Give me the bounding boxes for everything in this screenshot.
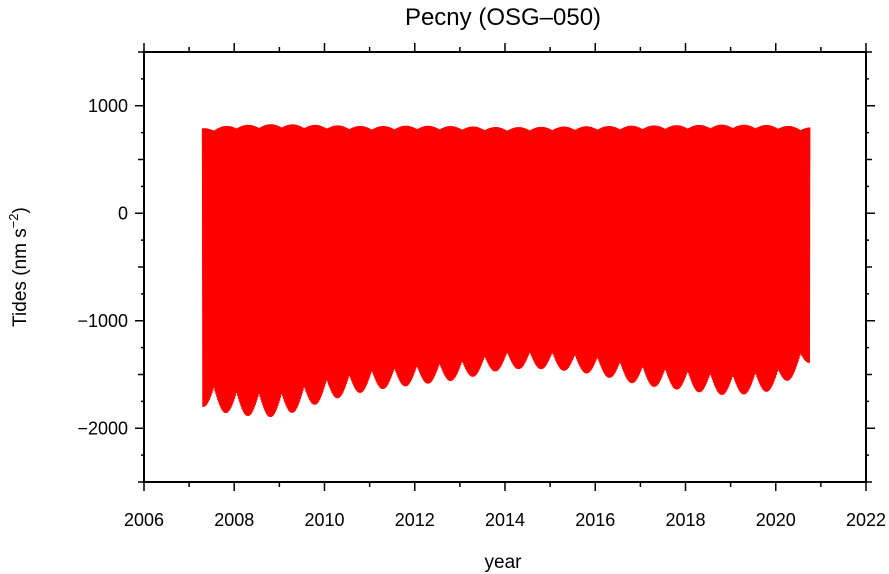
y-tick-label: −1000 <box>77 311 128 331</box>
y-axis-label-sup: −2 <box>6 213 21 228</box>
y-tick-label: 0 <box>118 203 128 223</box>
x-tick-label: 2012 <box>395 510 435 530</box>
x-axis: 2006 2008 2010 2012 2014 2016 2018 2020 2022 <box>124 43 886 530</box>
x-axis-label: year <box>485 552 523 573</box>
x-tick-label: 2010 <box>304 510 344 530</box>
chart-title: Pecny (OSG–050) <box>405 4 601 31</box>
x-tick-label: 2008 <box>214 510 254 530</box>
x-tick-label: 2020 <box>756 510 796 530</box>
x-tick-label: 2022 <box>846 510 886 530</box>
y-tick-label: −2000 <box>77 418 128 438</box>
y-axis-label: Tides (nm s−2) <box>6 207 31 327</box>
tides-series-band <box>202 130 810 322</box>
series-layer <box>201 124 811 418</box>
plot-area <box>143 51 867 483</box>
y-axis-label-main: Tides (nm s <box>10 228 31 327</box>
x-tick-label: 2018 <box>665 510 705 530</box>
y-tick-label: 1000 <box>88 96 128 116</box>
x-tick-label: 2006 <box>124 510 164 530</box>
x-tick-label: 2016 <box>575 510 615 530</box>
x-tick-label: 2014 <box>485 510 525 530</box>
y-axis-label-close: ) <box>10 207 31 213</box>
y-axis: 1000 0 −1000 −2000 <box>77 51 875 483</box>
